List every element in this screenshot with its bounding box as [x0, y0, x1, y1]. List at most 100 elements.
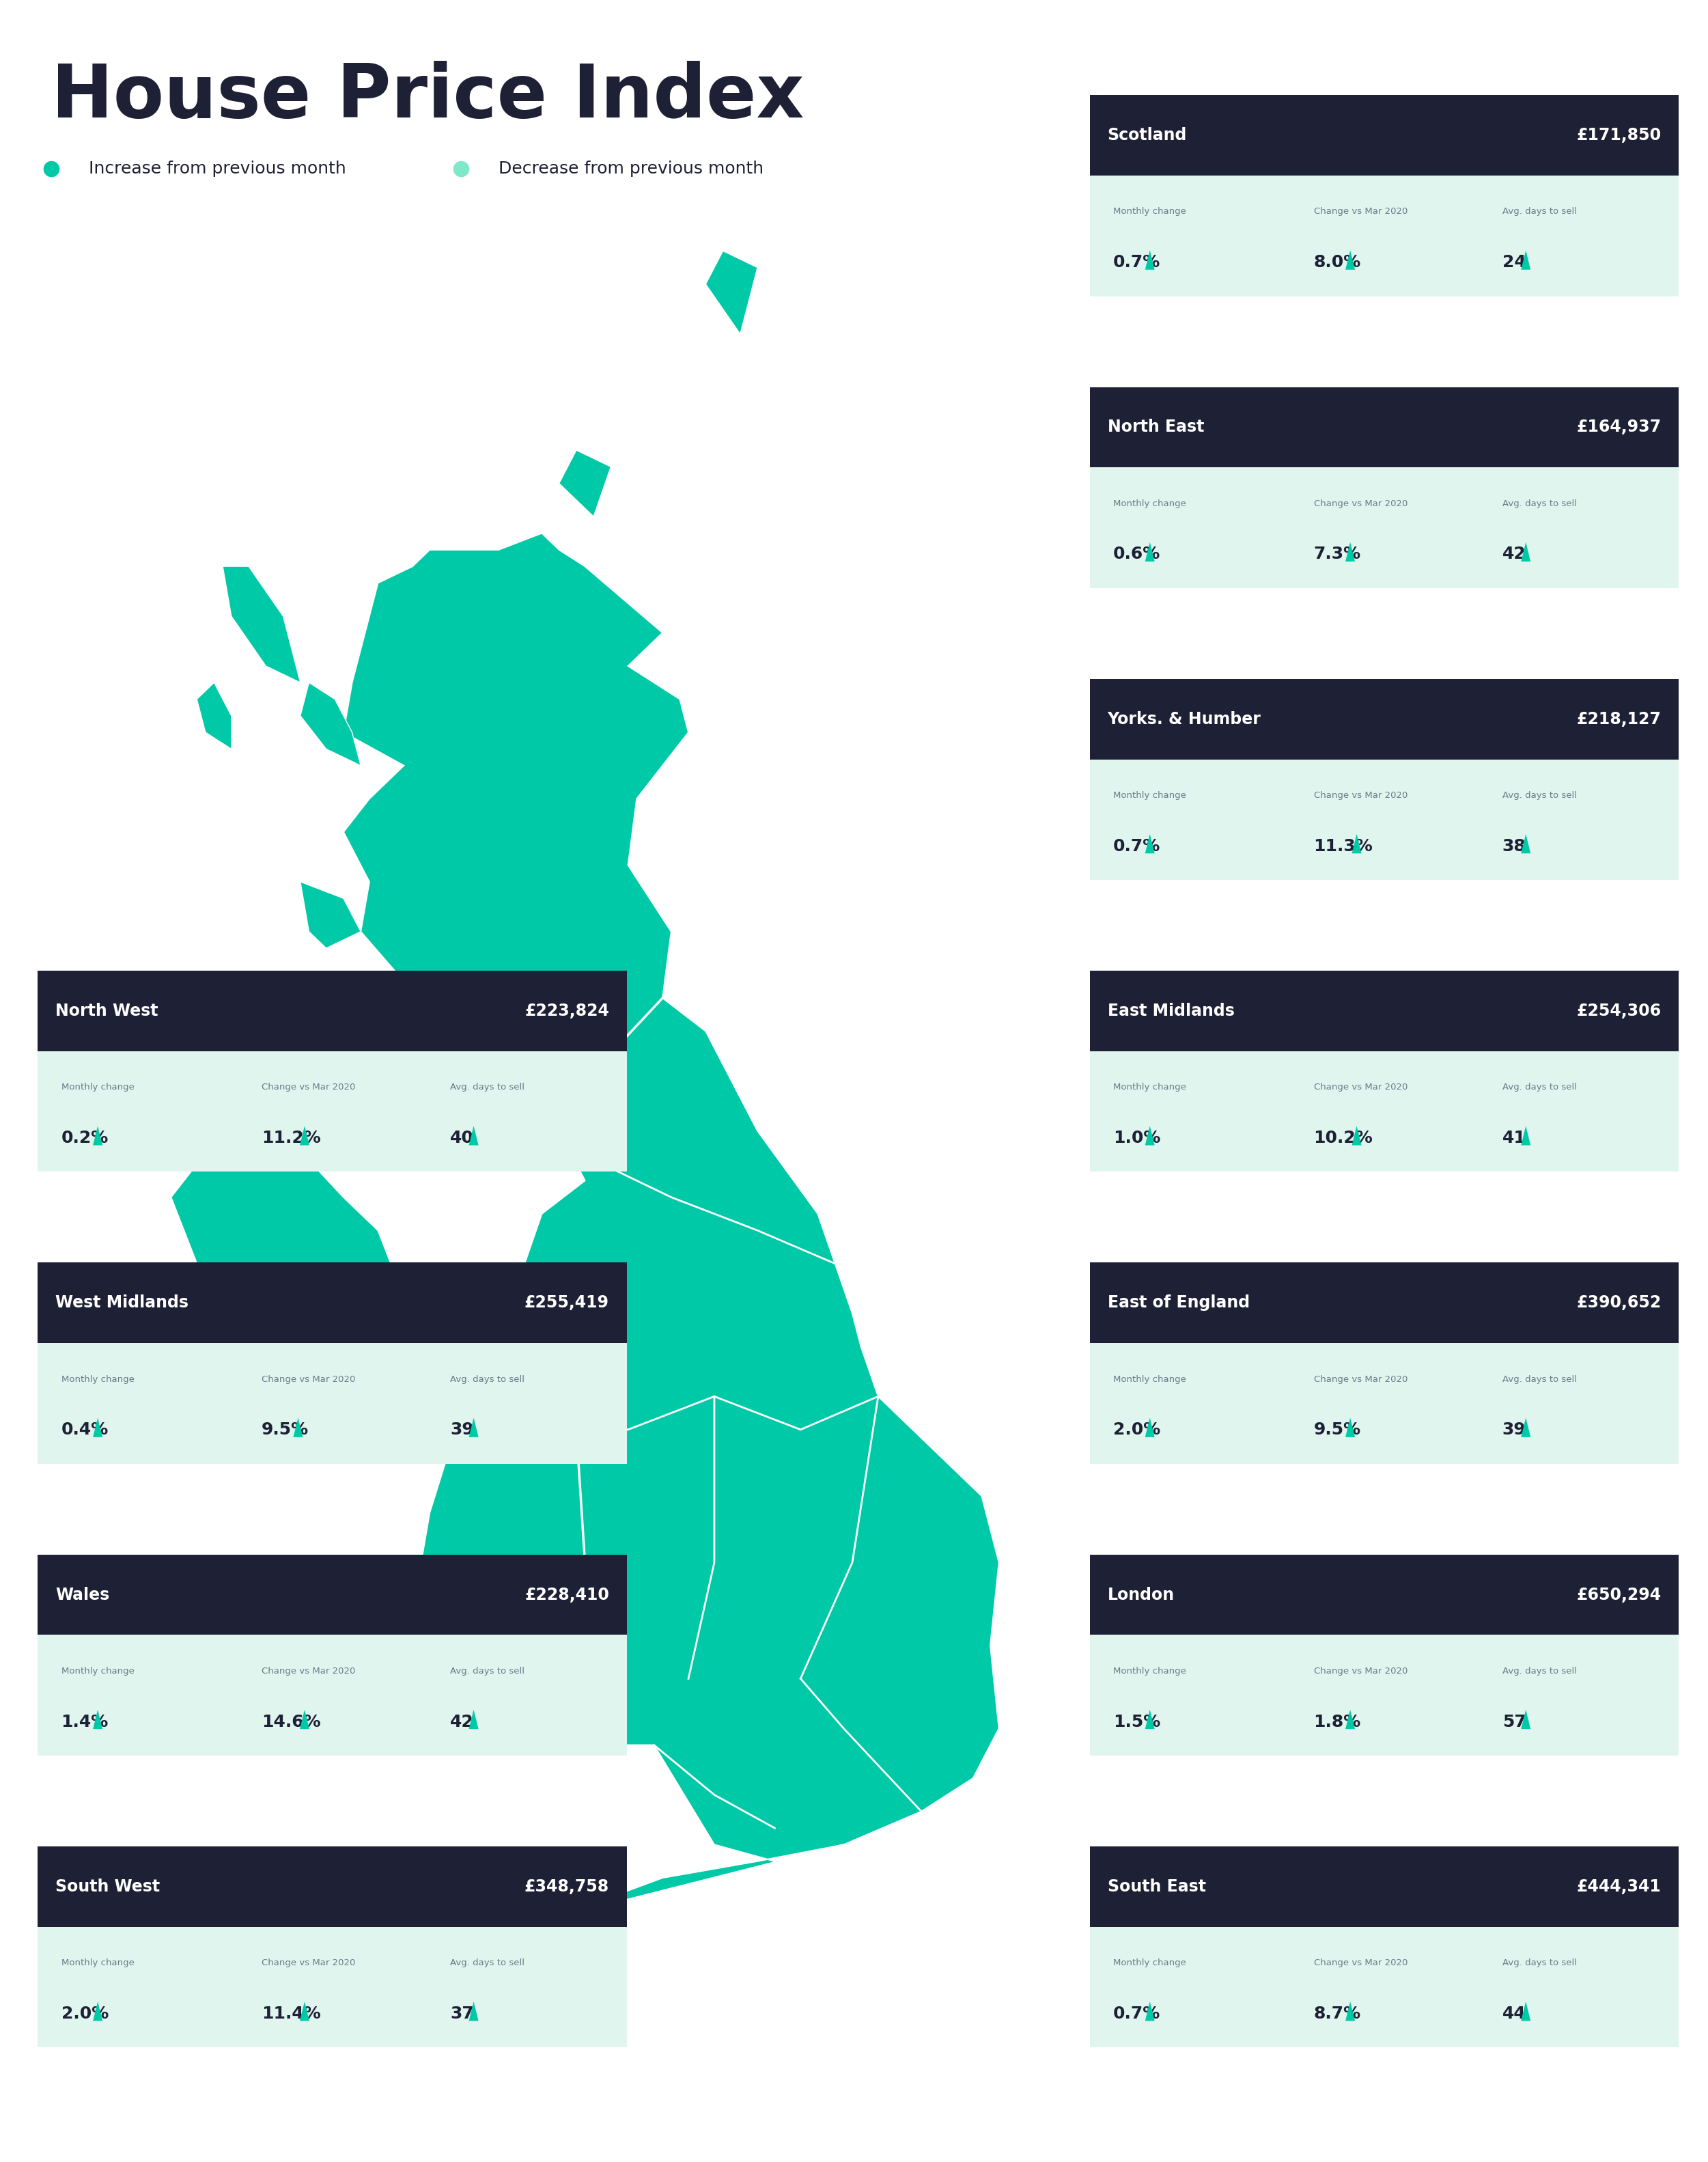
Text: North East: North East	[1107, 419, 1204, 435]
Polygon shape	[1522, 1126, 1530, 1146]
FancyBboxPatch shape	[1090, 387, 1679, 467]
Polygon shape	[301, 2002, 309, 2021]
Text: Avg. days to sell: Avg. days to sell	[1503, 208, 1576, 216]
Text: 0.7%: 0.7%	[1114, 255, 1160, 270]
Polygon shape	[1346, 1418, 1354, 1438]
FancyBboxPatch shape	[1090, 1634, 1679, 1756]
Polygon shape	[222, 566, 301, 683]
FancyBboxPatch shape	[1090, 759, 1679, 880]
Polygon shape	[294, 1418, 302, 1438]
Text: 0.7%: 0.7%	[1114, 839, 1160, 854]
Text: Avg. days to sell: Avg. days to sell	[1503, 1959, 1576, 1967]
Text: Monthly change: Monthly change	[1114, 1083, 1187, 1092]
Polygon shape	[470, 1710, 478, 1730]
Text: 40: 40	[449, 1131, 473, 1146]
Text: Avg. days to sell: Avg. days to sell	[1503, 499, 1576, 508]
Text: £650,294: £650,294	[1576, 1587, 1662, 1602]
Text: Monthly change: Monthly change	[61, 1083, 135, 1092]
Text: London: London	[1107, 1587, 1175, 1602]
Polygon shape	[1144, 543, 1155, 562]
FancyBboxPatch shape	[38, 1263, 627, 1343]
Polygon shape	[92, 1418, 102, 1438]
Text: Avg. days to sell: Avg. days to sell	[449, 1667, 524, 1676]
Text: Monthly change: Monthly change	[1114, 1375, 1187, 1384]
Text: Monthly change: Monthly change	[1114, 1959, 1187, 1967]
Text: West Midlands: West Midlands	[55, 1295, 188, 1310]
Polygon shape	[284, 1014, 326, 1064]
FancyBboxPatch shape	[38, 1554, 627, 1634]
Text: Change vs Mar 2020: Change vs Mar 2020	[1313, 1959, 1407, 1967]
Text: Monthly change: Monthly change	[61, 1959, 135, 1967]
FancyBboxPatch shape	[1090, 1554, 1679, 1634]
Text: £223,824: £223,824	[524, 1003, 610, 1018]
Text: 39: 39	[449, 1423, 473, 1438]
Text: Avg. days to sell: Avg. days to sell	[1503, 1375, 1576, 1384]
Polygon shape	[1346, 1710, 1354, 1730]
Text: 39: 39	[1503, 1423, 1525, 1438]
Text: Increase from previous month: Increase from previous month	[89, 160, 347, 177]
Polygon shape	[196, 683, 231, 748]
Text: House Price Index: House Price Index	[51, 61, 804, 132]
Text: Wales: Wales	[55, 1587, 109, 1602]
Polygon shape	[1346, 543, 1354, 562]
FancyBboxPatch shape	[38, 1343, 627, 1464]
Text: South East: South East	[1107, 1879, 1206, 1894]
Text: Monthly change: Monthly change	[1114, 791, 1187, 800]
Text: £171,850: £171,850	[1576, 128, 1662, 143]
Text: Change vs Mar 2020: Change vs Mar 2020	[1313, 499, 1407, 508]
Text: South West: South West	[55, 1879, 161, 1894]
Polygon shape	[92, 2002, 102, 2021]
Text: 7.3%: 7.3%	[1313, 547, 1361, 562]
Text: Avg. days to sell: Avg. days to sell	[1503, 1083, 1576, 1092]
Text: 42: 42	[449, 1714, 473, 1730]
FancyBboxPatch shape	[1090, 467, 1679, 588]
Polygon shape	[1346, 251, 1354, 270]
Text: £254,306: £254,306	[1576, 1003, 1662, 1018]
Text: 0.4%: 0.4%	[61, 1423, 108, 1438]
Text: 10.2%: 10.2%	[1313, 1131, 1373, 1146]
FancyBboxPatch shape	[38, 1926, 627, 2047]
Text: 42: 42	[1503, 547, 1525, 562]
Text: 0.6%: 0.6%	[1114, 547, 1160, 562]
Text: Yorks. & Humber: Yorks. & Humber	[1107, 711, 1261, 726]
Text: 41: 41	[1503, 1131, 1525, 1146]
Text: 1.4%: 1.4%	[61, 1714, 108, 1730]
Polygon shape	[301, 882, 360, 949]
Polygon shape	[1353, 835, 1361, 854]
Text: Decrease from previous month: Decrease from previous month	[499, 160, 763, 177]
Text: Scotland: Scotland	[1107, 128, 1187, 143]
Polygon shape	[1522, 835, 1530, 854]
Text: North West: North West	[55, 1003, 159, 1018]
FancyBboxPatch shape	[1090, 175, 1679, 296]
Text: 9.5%: 9.5%	[261, 1423, 309, 1438]
Text: 11.4%: 11.4%	[261, 2006, 321, 2021]
Text: Change vs Mar 2020: Change vs Mar 2020	[1313, 208, 1407, 216]
Text: Monthly change: Monthly change	[1114, 499, 1187, 508]
Text: Avg. days to sell: Avg. days to sell	[1503, 791, 1576, 800]
Text: 0.7%: 0.7%	[1114, 2006, 1160, 2021]
Polygon shape	[470, 1418, 478, 1438]
Text: 11.3%: 11.3%	[1313, 839, 1373, 854]
FancyBboxPatch shape	[1090, 1263, 1679, 1343]
Polygon shape	[1144, 1418, 1155, 1438]
Text: Monthly change: Monthly change	[61, 1667, 135, 1676]
Text: Change vs Mar 2020: Change vs Mar 2020	[1313, 1375, 1407, 1384]
Polygon shape	[470, 1126, 478, 1146]
Text: £390,652: £390,652	[1576, 1295, 1662, 1310]
Text: £218,127: £218,127	[1576, 711, 1662, 726]
FancyBboxPatch shape	[1090, 971, 1679, 1051]
FancyBboxPatch shape	[1090, 1846, 1679, 1926]
Polygon shape	[1144, 2002, 1155, 2021]
Text: 1.8%: 1.8%	[1313, 1714, 1361, 1730]
Text: Change vs Mar 2020: Change vs Mar 2020	[1313, 1083, 1407, 1092]
Text: 1.0%: 1.0%	[1114, 1131, 1161, 1146]
Text: 2.0%: 2.0%	[61, 2006, 108, 2021]
FancyBboxPatch shape	[1090, 1343, 1679, 1464]
Text: 38: 38	[1503, 839, 1525, 854]
Text: Change vs Mar 2020: Change vs Mar 2020	[261, 1959, 355, 1967]
Polygon shape	[1353, 1126, 1361, 1146]
Text: Avg. days to sell: Avg. days to sell	[1503, 1667, 1576, 1676]
Polygon shape	[1522, 251, 1530, 270]
Polygon shape	[171, 1113, 403, 1312]
Text: £444,341: £444,341	[1576, 1879, 1662, 1894]
